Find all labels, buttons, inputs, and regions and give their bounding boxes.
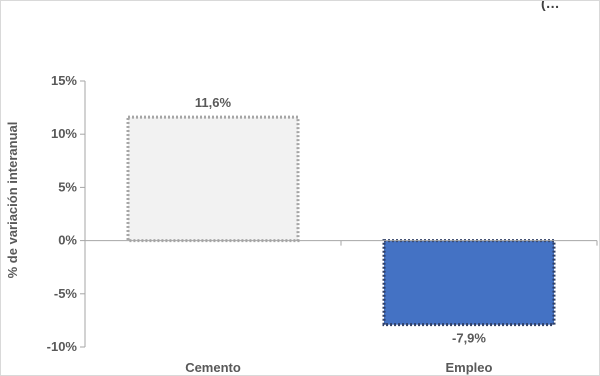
data-label: -7,9%: [452, 331, 486, 346]
y-tick-label: -10%: [47, 339, 78, 354]
bar-empleo: [382, 239, 556, 327]
y-tick-label: 10%: [51, 126, 77, 141]
axes: [84, 81, 598, 347]
bars: [126, 115, 556, 327]
data-labels: 11,6% -7,9%: [195, 95, 486, 345]
x-category-label: Empleo: [446, 360, 493, 375]
bar-cemento: [126, 115, 300, 243]
y-axis-title: % de variación interanual: [5, 122, 20, 279]
header-fragment: (…: [541, 1, 560, 11]
y-tick-label: 5%: [58, 179, 77, 194]
category-labels: Cemento Empleo: [185, 360, 492, 375]
y-axis-ticks: 15% 10% 5% 0% -5% -10%: [47, 73, 85, 354]
y-tick-label: 0%: [58, 233, 77, 248]
y-tick-label: -5%: [54, 286, 78, 301]
data-label: 11,6%: [195, 95, 232, 110]
x-category-label: Cemento: [185, 360, 241, 375]
y-tick-label: 15%: [51, 73, 77, 88]
